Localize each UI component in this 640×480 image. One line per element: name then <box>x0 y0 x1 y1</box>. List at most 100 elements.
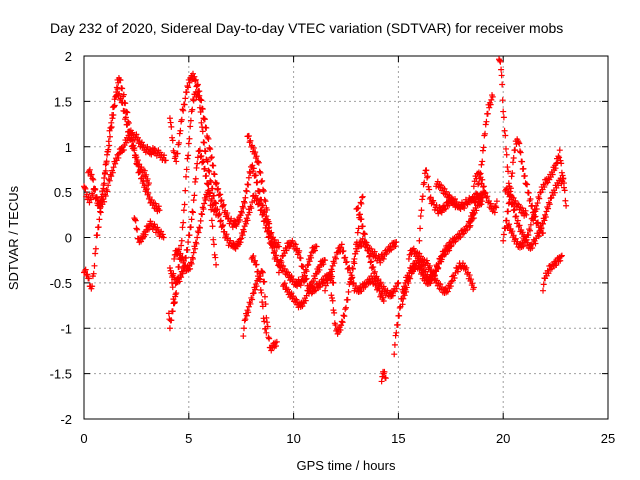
data-point <box>496 57 503 64</box>
data-point <box>189 209 196 216</box>
data-point <box>480 183 487 190</box>
data-point <box>395 279 402 286</box>
data-point <box>375 276 382 283</box>
data-point <box>201 116 208 123</box>
x-tick-label: 25 <box>601 431 615 446</box>
data-point <box>249 162 256 169</box>
data-point <box>187 123 194 130</box>
data-point <box>189 70 196 77</box>
data-point <box>380 255 387 262</box>
data-point <box>454 268 461 275</box>
data-point <box>184 246 191 253</box>
data-point <box>176 246 183 253</box>
data-point <box>261 196 268 203</box>
data-point <box>140 178 147 185</box>
data-point <box>208 217 215 224</box>
data-point <box>201 200 208 207</box>
data-point <box>392 332 399 339</box>
data-point <box>469 280 476 287</box>
data-point <box>379 373 386 380</box>
data-point <box>488 96 495 103</box>
data-point <box>509 170 516 177</box>
data-point <box>377 279 384 286</box>
data-point <box>355 225 362 232</box>
data-point <box>88 196 95 203</box>
data-point <box>252 149 259 156</box>
data-point <box>519 229 526 236</box>
data-point <box>197 217 204 224</box>
data-point <box>208 155 215 162</box>
data-point <box>200 158 207 165</box>
data-point <box>510 155 517 162</box>
data-point <box>189 96 196 103</box>
series-arc-12 <box>244 132 320 290</box>
data-point <box>305 261 312 268</box>
data-point <box>169 137 176 144</box>
data-point <box>557 257 564 264</box>
data-point <box>316 266 323 273</box>
data-point <box>213 200 220 207</box>
data-point <box>505 200 512 207</box>
data-point <box>109 169 116 176</box>
data-point <box>253 153 260 160</box>
data-point <box>154 224 161 231</box>
data-point <box>92 250 99 257</box>
data-point <box>487 200 494 207</box>
data-point <box>249 296 256 303</box>
data-point <box>171 255 178 262</box>
data-point <box>523 236 530 243</box>
y-tick-label: 1 <box>65 140 72 155</box>
data-point <box>338 244 345 251</box>
data-point <box>206 190 213 197</box>
data-point <box>185 239 192 246</box>
data-point <box>203 172 210 179</box>
data-point <box>340 312 347 319</box>
data-point <box>366 252 373 259</box>
y-tick-label: 2 <box>65 49 72 64</box>
data-point <box>266 335 273 342</box>
data-point <box>534 219 541 226</box>
data-point <box>190 97 197 104</box>
data-point <box>193 164 200 171</box>
data-point <box>239 203 246 210</box>
data-point <box>428 276 435 283</box>
data-point <box>217 218 224 225</box>
y-tick-label: -1 <box>60 321 72 336</box>
data-point <box>391 351 398 358</box>
data-point <box>185 140 192 147</box>
data-point <box>244 217 251 224</box>
data-point <box>418 207 425 214</box>
data-point <box>176 130 183 137</box>
data-point <box>497 58 504 65</box>
data-point <box>503 184 510 191</box>
data-point <box>300 263 307 270</box>
data-point <box>530 217 537 224</box>
data-point <box>145 189 152 196</box>
data-point <box>268 347 275 354</box>
data-point <box>248 205 255 212</box>
data-point <box>499 81 506 88</box>
data-point <box>331 309 338 316</box>
y-tick-label: -2 <box>60 412 72 427</box>
data-point <box>273 338 280 345</box>
data-point <box>252 172 259 179</box>
data-point <box>176 139 183 146</box>
chart-title: Day 232 of 2020, Sidereal Day-to-day VTE… <box>50 20 563 36</box>
data-point <box>535 233 542 240</box>
data-point <box>263 213 270 220</box>
data-point <box>405 255 412 262</box>
data-point <box>433 202 440 209</box>
data-point <box>320 261 327 268</box>
data-point <box>361 230 368 237</box>
data-point <box>557 157 564 164</box>
data-point <box>220 202 227 209</box>
data-point <box>562 197 569 204</box>
data-point <box>426 262 433 269</box>
data-point <box>483 118 490 125</box>
data-point <box>470 207 477 214</box>
data-point <box>91 262 98 269</box>
data-point <box>210 201 217 208</box>
data-point <box>478 161 485 168</box>
series-arc-30 <box>502 184 530 219</box>
